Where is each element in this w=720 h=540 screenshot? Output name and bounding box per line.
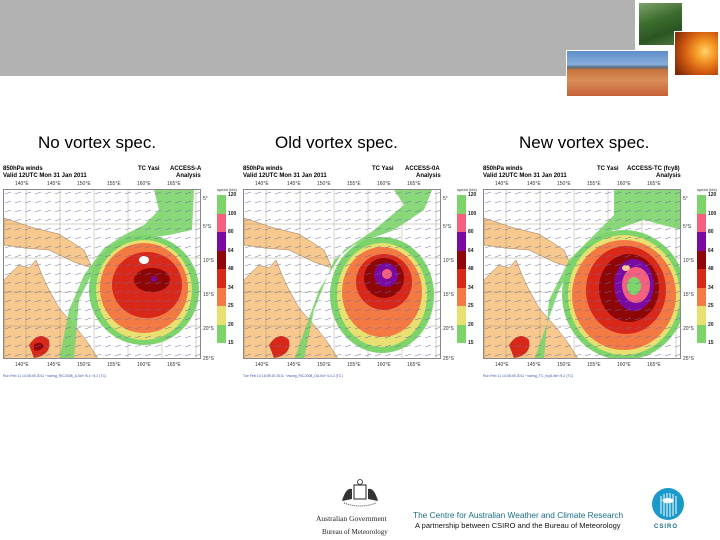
australian-government-logo: Australian Government Bureau of Meteorol…	[316, 479, 406, 539]
wind-speed-map	[3, 189, 201, 359]
panel-title: 850hPa winds	[3, 166, 43, 172]
tc-name: TC Yasi	[372, 166, 394, 172]
map-panel-new-vortex: 850hPa winds Valid 12UTC Mon 31 Jan 2011…	[483, 166, 717, 378]
cawcr-subtitle: A partnership between CSIRO and the Bure…	[415, 521, 621, 530]
header-banner	[0, 0, 635, 76]
caption-old-vortex: Old vortex spec.	[275, 133, 398, 152]
tc-name: TC Yasi	[138, 166, 160, 172]
run-footnote: Run Feb 11 14:08:49 2011 ~vw/wg_TC_fcy8.…	[483, 374, 574, 378]
model-name: ACCESS-TC (fcy8)	[627, 166, 680, 172]
caption-new-vortex: New vortex spec.	[519, 133, 650, 152]
wheat-field-photo	[566, 50, 669, 97]
map-panel-old-vortex: 850hPa winds Valid 12UTC Mon 31 Jan 2011…	[243, 166, 477, 378]
model-name: ACCESS-A	[170, 166, 202, 172]
gov-name: Australian Government	[316, 514, 387, 523]
coat-of-arms-icon	[342, 479, 378, 507]
run-type: Analysis	[656, 173, 681, 179]
model-name: ACCESS-0A	[405, 166, 440, 172]
panel-title: 850hPa winds	[483, 166, 523, 172]
wind-speed-map	[483, 189, 681, 359]
map-panel-no-vortex: 850hPa winds Valid 12UTC Mon 31 Jan 2011…	[3, 166, 237, 378]
tc-name: TC Yasi	[597, 166, 619, 172]
bushfire-photo	[674, 31, 719, 76]
bom-name: Bureau of Meteorology	[322, 528, 388, 536]
cawcr-title: The Centre for Australian Weather and Cl…	[413, 510, 624, 520]
run-type: Analysis	[416, 173, 441, 179]
forest-photo	[638, 2, 683, 46]
run-type: Analysis	[176, 173, 201, 179]
panel-valid-time: Valid 12UTC Mon 31 Jan 2011	[3, 173, 87, 179]
csiro-logo: CSIRO	[650, 488, 686, 538]
run-footnote: Tue Feb 14 16:08:20 2011 ~vw/wg_RIC2008_…	[243, 374, 343, 378]
caption-no-vortex: No vortex spec.	[38, 133, 157, 152]
panel-valid-time: Valid 12UTC Mon 31 Jan 2011	[483, 173, 567, 179]
csiro-label: CSIRO	[654, 524, 679, 530]
run-footnote: Run Feb 11 14:08:49 2011 ~vw/wg_RIC2008_…	[3, 374, 107, 378]
panel-valid-time: Valid 12UTC Mon 31 Jan 2011	[243, 173, 327, 179]
panel-title: 850hPa winds	[243, 166, 283, 172]
csiro-emblem-icon	[652, 488, 684, 520]
wind-speed-map	[243, 189, 441, 359]
